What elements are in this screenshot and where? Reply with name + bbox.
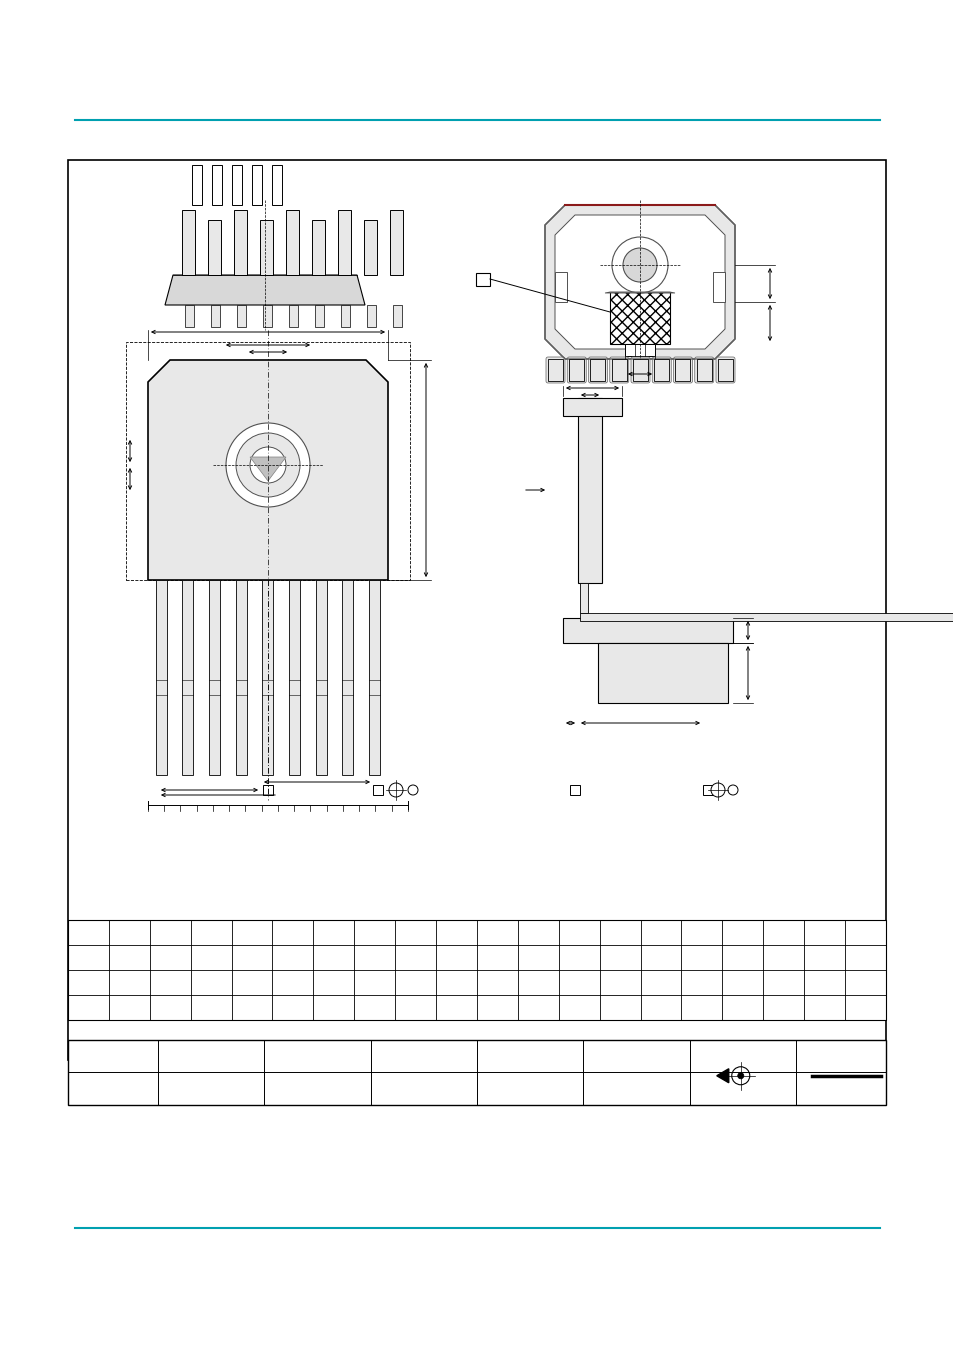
Circle shape: [408, 785, 417, 794]
Bar: [342, 580, 354, 775]
FancyBboxPatch shape: [545, 357, 564, 382]
Bar: [260, 220, 273, 276]
Bar: [185, 305, 193, 327]
Bar: [696, 359, 711, 381]
Bar: [718, 359, 732, 381]
Bar: [289, 580, 300, 775]
Bar: [364, 220, 376, 276]
FancyBboxPatch shape: [567, 357, 586, 382]
Bar: [209, 580, 220, 775]
Bar: [476, 273, 490, 286]
Bar: [562, 617, 732, 643]
Bar: [624, 345, 655, 357]
Circle shape: [250, 447, 286, 484]
Bar: [569, 785, 579, 794]
Bar: [286, 209, 298, 276]
Polygon shape: [165, 276, 365, 305]
Polygon shape: [250, 457, 286, 481]
Bar: [367, 305, 375, 327]
Bar: [236, 305, 246, 327]
Bar: [208, 220, 221, 276]
Bar: [547, 359, 562, 381]
Bar: [562, 399, 621, 416]
Circle shape: [727, 785, 738, 794]
FancyBboxPatch shape: [588, 357, 607, 382]
Bar: [262, 580, 274, 775]
Bar: [312, 220, 325, 276]
Bar: [369, 580, 379, 775]
Bar: [675, 359, 690, 381]
Bar: [182, 209, 194, 276]
Bar: [182, 580, 193, 775]
Bar: [232, 165, 242, 205]
Polygon shape: [555, 215, 724, 349]
Bar: [579, 613, 953, 621]
FancyBboxPatch shape: [630, 357, 649, 382]
Circle shape: [235, 434, 299, 497]
Bar: [569, 359, 583, 381]
Bar: [272, 165, 282, 205]
Polygon shape: [716, 1069, 728, 1082]
Bar: [68, 1040, 885, 1105]
FancyBboxPatch shape: [652, 357, 671, 382]
Bar: [263, 305, 272, 327]
Polygon shape: [712, 272, 724, 303]
Polygon shape: [544, 205, 734, 359]
Bar: [337, 209, 351, 276]
Polygon shape: [148, 359, 388, 580]
Bar: [578, 399, 601, 584]
FancyBboxPatch shape: [694, 357, 713, 382]
Circle shape: [710, 784, 724, 797]
Bar: [654, 359, 669, 381]
Circle shape: [622, 249, 657, 282]
Bar: [373, 785, 382, 794]
Bar: [609, 292, 669, 345]
Bar: [579, 584, 587, 613]
Bar: [235, 580, 247, 775]
Bar: [314, 305, 324, 327]
Bar: [340, 305, 350, 327]
Bar: [611, 359, 626, 381]
Bar: [393, 305, 401, 327]
Bar: [702, 785, 712, 794]
Polygon shape: [555, 272, 566, 303]
Bar: [590, 359, 605, 381]
Bar: [211, 305, 220, 327]
Bar: [252, 165, 262, 205]
Bar: [315, 580, 327, 775]
Circle shape: [737, 1073, 743, 1078]
Bar: [633, 359, 647, 381]
FancyBboxPatch shape: [673, 357, 692, 382]
Circle shape: [612, 236, 667, 293]
Circle shape: [389, 784, 402, 797]
Bar: [192, 165, 202, 205]
Bar: [233, 209, 247, 276]
Bar: [289, 305, 297, 327]
Bar: [155, 580, 167, 775]
Bar: [68, 159, 885, 1061]
Bar: [263, 785, 273, 794]
Bar: [212, 165, 222, 205]
Bar: [390, 209, 402, 276]
Bar: [598, 643, 727, 703]
Circle shape: [731, 1067, 749, 1085]
FancyBboxPatch shape: [609, 357, 628, 382]
Bar: [126, 342, 410, 580]
Bar: [68, 920, 885, 1020]
Circle shape: [226, 423, 310, 507]
FancyBboxPatch shape: [716, 357, 734, 382]
